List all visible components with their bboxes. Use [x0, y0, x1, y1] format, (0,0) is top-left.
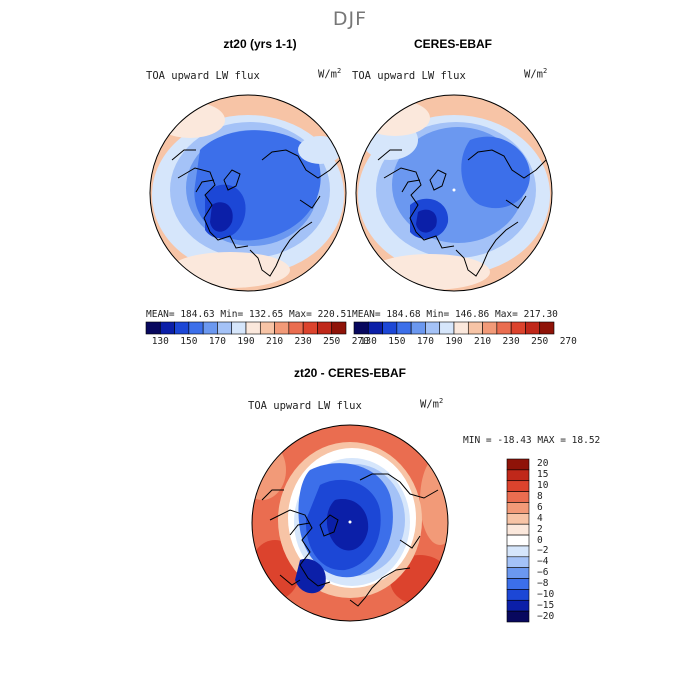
colorbar-tick-label: −15 [537, 599, 555, 611]
colorbar-tick-label: 2 [537, 523, 543, 535]
colorbar-tick-label: 210 [473, 336, 492, 347]
colorbar-tick-label: 20 [537, 458, 549, 470]
colorbar-swatch [506, 599, 530, 612]
colorbar-tick-label: 230 [294, 336, 312, 347]
colorbar-tick-label: 8 [537, 491, 543, 503]
colorbar-tick-label: 250 [531, 336, 549, 347]
colorbar-swatch [506, 491, 530, 503]
colorbar-tick-label: 6 [537, 501, 543, 513]
colorbar-tick-label: −2 [537, 545, 549, 557]
map1-coastlines [171, 149, 341, 277]
colorbar-tick-label: −20 [537, 610, 555, 622]
colorbar-swatch [506, 502, 530, 514]
figure-title: DJF [332, 8, 368, 30]
colorbar-tick-label: 130 [151, 336, 169, 347]
panel-2-units: W/m2 [524, 67, 548, 81]
colorbar-tick-label: 190 [445, 336, 463, 347]
colorbar-tick-label: 170 [208, 336, 226, 347]
colorbar-tick-label: 250 [323, 336, 341, 347]
colorbar-tick-label: 4 [537, 512, 543, 524]
colorbar-tick-label: 270 [351, 336, 369, 347]
panel-3-variable: TOA upward LW flux [248, 400, 362, 412]
colorbar-panel-3 [506, 458, 530, 623]
panel-3-title: zt20 - CERES-EBAF [293, 366, 406, 380]
colorbar-tick-label: 210 [265, 336, 284, 347]
colorbar-swatch [506, 523, 530, 536]
colorbar-swatch [506, 480, 530, 492]
colorbar-swatch [506, 578, 530, 590]
colorbar-tick-label: 190 [237, 336, 255, 347]
colorbar-swatch [539, 321, 555, 335]
colorbar-swatch [506, 567, 530, 579]
colorbar-swatch [506, 545, 530, 558]
colorbar-tick-label: −6 [537, 567, 549, 579]
panel-1-units: W/m2 [318, 67, 342, 81]
colorbar-swatch [506, 589, 530, 601]
colorbar-tick-label: 150 [388, 336, 406, 347]
colorbar-tick-label: 270 [559, 336, 577, 347]
colorbar-tick-label: 10 [537, 480, 549, 492]
panel-1-variable: TOA upward LW flux [146, 70, 260, 82]
panel-3-units: W/m2 [420, 397, 444, 411]
colorbar-3-ticks: 20 15 10 8 6 4 2 0 −2 −4 −6 −8 −10 −15 −20 [537, 458, 577, 622]
colorbar-panel-2 [353, 321, 555, 335]
colorbar-swatch [506, 610, 530, 623]
colorbar-tick-label: −4 [537, 556, 549, 568]
map2-coastlines [377, 149, 547, 277]
colorbar-swatch [506, 556, 530, 568]
colorbar-tick-label: 0 [537, 534, 543, 546]
panel-2-title: CERES-EBAF [413, 37, 492, 51]
map2-field-cold [461, 136, 530, 209]
colorbar-swatch [506, 534, 530, 547]
colorbar-tick-label: 170 [416, 336, 434, 347]
colorbar-1-ticks: 130 150 170 190 210 230 250 270 [146, 336, 369, 348]
colorbar-tick-label: 150 [180, 336, 198, 347]
colorbar-2-ticks: 130 150 170 190 210 230 250 270 [354, 336, 577, 348]
colorbar-swatch [331, 321, 347, 335]
panel-2-variable: TOA upward LW flux [352, 70, 466, 82]
panel-1-title: zt20 (yrs 1-1) [223, 37, 297, 51]
colorbar-tick-label: 230 [502, 336, 520, 347]
colorbar-tick-label: −8 [537, 577, 549, 589]
colorbar-swatch [506, 513, 530, 525]
colorbar-panel-1 [145, 321, 347, 335]
panel-3-minmax: MIN = -18.43 MAX = 18.52 [463, 435, 601, 446]
colorbar-tick-label: 130 [359, 336, 377, 347]
colorbar-swatch [506, 469, 530, 482]
colorbar-tick-label: −10 [537, 588, 555, 600]
colorbar-tick-label: 15 [537, 469, 549, 481]
colorbar-swatch [506, 458, 530, 471]
panel-1-stats: MEAN= 184.63 Min= 132.65 Max= 220.51 [146, 309, 352, 320]
map3-coastlines [261, 473, 439, 607]
panel-2-stats: MEAN= 184.68 Min= 146.86 Max= 217.30 [352, 309, 558, 320]
